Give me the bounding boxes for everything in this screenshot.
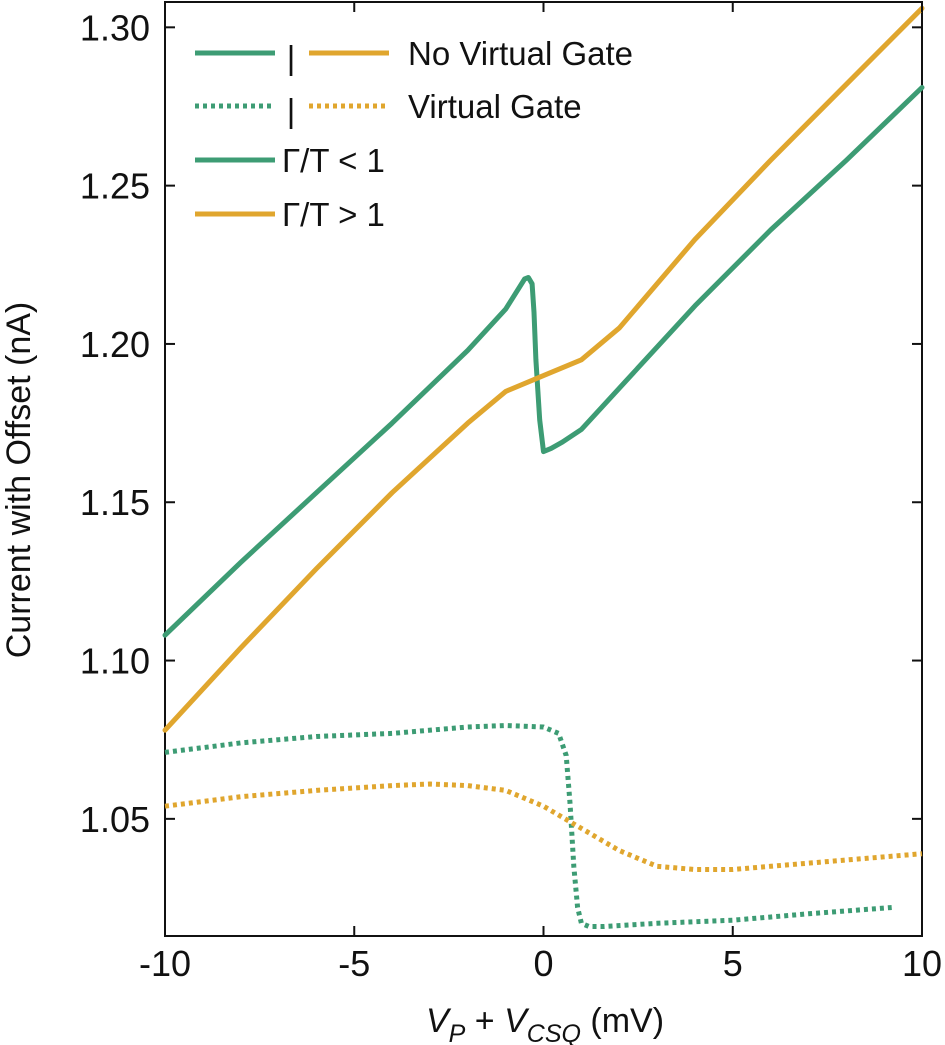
x-axis-label-v2: V	[504, 1002, 530, 1040]
y-tick-label: 1.30	[80, 7, 150, 48]
x-axis-label-v1-sub: P	[449, 1020, 466, 1045]
y-tick-label: 1.25	[80, 166, 150, 207]
tick-layer: -10 -5 0 5 10 1.05 1.10 1.15 1.20 1.25 1.30	[80, 2, 942, 984]
x-axis-label-plus: +	[465, 1002, 504, 1040]
series-line-orange-virtual-gate	[164, 781, 923, 872]
legend: | No Virtual Gate | Virtual Gate Γ/T < 1 Γ/T …	[195, 35, 633, 233]
legend-entry: Γ/T > 1	[195, 196, 385, 233]
series-layer	[162, 5, 925, 929]
legend-label: No Virtual Gate	[408, 35, 633, 72]
y-axis-label: Current with Offset (nA)	[0, 302, 38, 659]
legend-label: Γ/T > 1	[282, 196, 385, 233]
legend-separator: |	[287, 39, 296, 76]
x-tick-label: 0	[533, 943, 553, 984]
legend-entry: | No Virtual Gate	[195, 35, 633, 76]
legend-separator: |	[287, 92, 296, 129]
series-line-green-no-virtual-gate	[162, 85, 925, 638]
x-axis-label: VP + VCSQ (mV)	[426, 1002, 664, 1045]
y-tick-label: 1.05	[80, 799, 150, 840]
legend-label: Γ/T < 1	[282, 142, 385, 179]
legend-entry: Γ/T < 1	[195, 142, 385, 179]
legend-label: Virtual Gate	[408, 88, 582, 125]
x-axis-label-unit: (mV)	[581, 1002, 664, 1040]
y-tick-label: 1.20	[80, 324, 150, 365]
x-axis-label-v1: V	[426, 1002, 452, 1040]
x-axis-label-v2-sub: CSQ	[527, 1020, 581, 1045]
x-tick-label: -5	[338, 943, 370, 984]
x-tick-label: 10	[902, 943, 942, 984]
x-tick-label: -10	[139, 943, 191, 984]
x-tick-label: 5	[723, 943, 743, 984]
y-tick-label: 1.10	[80, 641, 150, 682]
series-line-orange-no-virtual-gate	[162, 5, 925, 733]
series-line-green-virtual-gate	[164, 723, 892, 929]
legend-entry: | Virtual Gate	[195, 88, 582, 129]
y-tick-label: 1.15	[80, 482, 150, 523]
